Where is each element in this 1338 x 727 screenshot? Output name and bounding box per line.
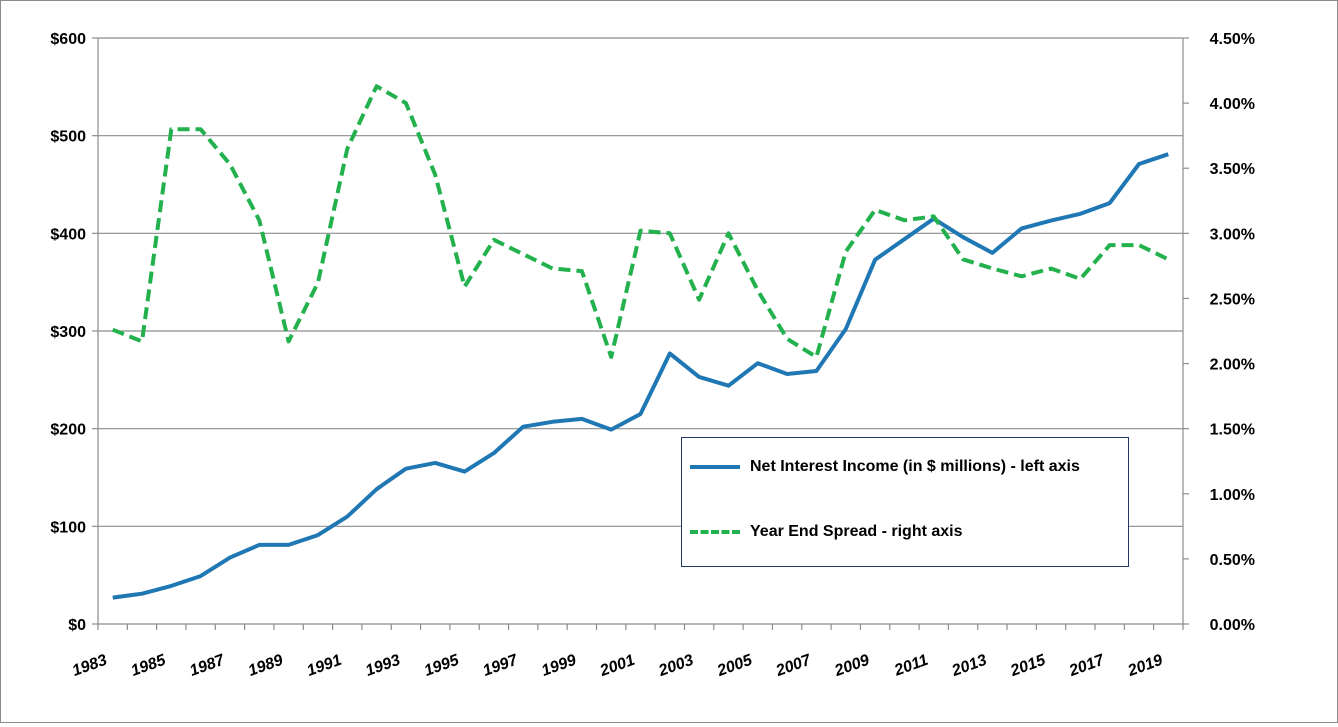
legend-swatch-dashed xyxy=(690,530,740,534)
x-axis-tick-label: 1995 xyxy=(422,651,462,680)
left-axis-tick-labels: $0 $100 $200 $300 $400 $500 $600 xyxy=(50,31,86,634)
left-axis-tick-label: $400 xyxy=(50,226,86,243)
left-axis-tick-label: $0 xyxy=(68,617,86,634)
left-axis-tick-label: $500 xyxy=(50,129,86,146)
right-axis-tick-label: 4.00% xyxy=(1210,96,1255,113)
right-axis-tick-label: 3.00% xyxy=(1210,226,1255,243)
x-axis-tick-label: 1985 xyxy=(129,651,169,680)
x-axis-tick-label: 1983 xyxy=(70,652,109,680)
series-line-net-interest-income xyxy=(112,152,1169,600)
legend-item-net-interest-income: Net Interest Income (in $ millions) - le… xyxy=(690,458,1080,476)
x-axis-tick-label: 2011 xyxy=(891,652,930,680)
x-axis-tick-label: 1997 xyxy=(481,651,521,680)
left-axis-tick-label: $600 xyxy=(50,31,86,48)
x-axis-tick-label: 1999 xyxy=(539,652,578,680)
x-axis-tick-label: 2003 xyxy=(656,652,696,681)
x-axis-tick-label: 2019 xyxy=(1125,652,1165,681)
x-axis-tick-label: 1991 xyxy=(305,652,344,680)
legend: Net Interest Income (in $ millions) - le… xyxy=(681,437,1129,567)
right-axis-tick-label: 0.00% xyxy=(1210,617,1255,634)
x-axis-tick-label: 2015 xyxy=(1008,651,1049,680)
left-axis-tick-label: $200 xyxy=(50,422,86,439)
right-axis-tick-label: 4.50% xyxy=(1210,31,1255,48)
series-line-year-end-spread xyxy=(111,84,1170,359)
legend-label: Net Interest Income (in $ millions) - le… xyxy=(750,458,1080,475)
axes xyxy=(92,37,1189,630)
legend-label: Year End Spread - right axis xyxy=(750,523,963,540)
right-axis-tick-label: 1.00% xyxy=(1210,487,1255,504)
left-axis-tick-label: $100 xyxy=(50,519,86,536)
series-lines xyxy=(111,84,1170,600)
right-axis-tick-label: 1.50% xyxy=(1210,422,1255,439)
right-axis-tick-label: 2.50% xyxy=(1210,291,1255,308)
x-axis-tick-label: 2013 xyxy=(949,652,989,681)
x-axis-tick-label: 2005 xyxy=(714,651,755,680)
x-axis-tick-label: 2017 xyxy=(1066,651,1107,680)
legend-item-year-end-spread: Year End Spread - right axis xyxy=(690,523,963,541)
right-axis-tick-label: 0.50% xyxy=(1210,552,1255,569)
x-axis-tick-labels: 1983 1985 1987 1989 1991 1993 1995 1997 1999 2001… xyxy=(70,651,1165,680)
right-axis-tick-label: 2.00% xyxy=(1210,357,1255,374)
x-axis-tick-label: 2009 xyxy=(832,652,872,681)
legend-swatch-solid xyxy=(690,465,740,469)
x-axis-tick-label: 1993 xyxy=(363,652,402,680)
left-axis-tick-label: $300 xyxy=(50,324,86,341)
x-axis-tick-label: 1987 xyxy=(187,651,227,680)
x-axis-tick-label: 2001 xyxy=(597,652,637,681)
right-axis-tick-label: 3.50% xyxy=(1210,161,1255,178)
x-axis-tick-label: 1989 xyxy=(246,652,285,680)
x-axis-tick-label: 2007 xyxy=(773,651,814,680)
right-axis-tick-labels: 0.00% 0.50% 1.00% 1.50% 2.00% 2.50% 3.00% 3.50%… xyxy=(1210,31,1255,634)
